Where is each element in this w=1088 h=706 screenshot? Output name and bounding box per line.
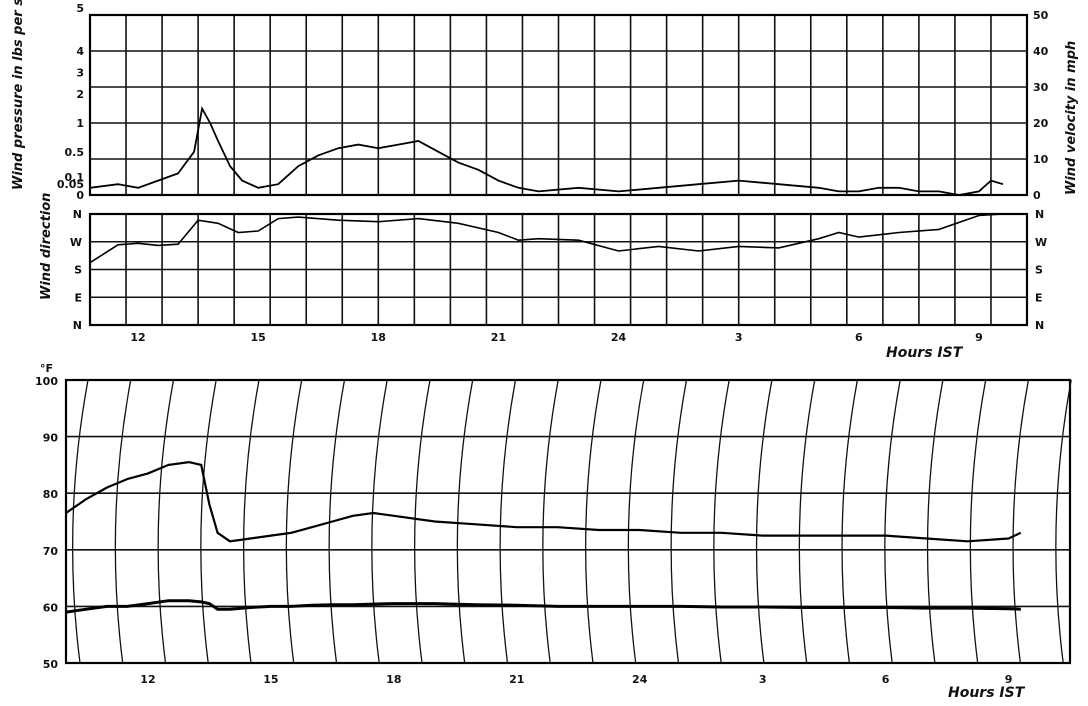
temperature-grid-arc	[200, 379, 217, 664]
velocity-tick: 10	[1033, 153, 1049, 166]
direction-tick-left: N	[73, 319, 82, 332]
temperature-grid-arc	[71, 379, 89, 664]
bottom-hours-label: Hours IST	[948, 685, 1026, 701]
temperature-tick: 70	[43, 545, 59, 558]
velocity-tick: 50	[1033, 9, 1049, 22]
top-hour-tick: 6	[855, 331, 863, 344]
temperature-grid-arc	[157, 379, 175, 664]
temperature-hour-tick: 9	[1005, 673, 1013, 686]
wind-direction-grid	[90, 214, 1027, 325]
temperature-grid-arc	[371, 379, 388, 664]
temperature-grid-arc	[969, 379, 987, 664]
top-hour-tick: 18	[371, 331, 386, 344]
temperature-grid-arc	[926, 379, 944, 664]
pressure-tick: 0	[76, 189, 84, 202]
temperature-grid-arc	[114, 379, 132, 664]
temperature-grid-arc	[413, 379, 431, 664]
direction-tick-left: W	[70, 236, 82, 249]
velocity-axis-label: Wind velocity in mph	[1064, 41, 1079, 195]
pressure-tick: 0.1	[65, 171, 85, 184]
temperature-hour-tick: 18	[386, 673, 401, 686]
temperature-grid-arc	[670, 379, 688, 664]
temperature-grid-arc	[841, 379, 859, 664]
temperature-tick-labels: 100 90 80 70 60 50	[35, 375, 58, 671]
wind-velocity-line	[89, 105, 1004, 196]
temperature-tick: 80	[43, 488, 59, 501]
temperature-line-lower	[65, 599, 1021, 614]
pressure-tick: 3	[76, 67, 84, 80]
top-hour-tick: 21	[491, 331, 506, 344]
pressure-tick: 1	[76, 117, 84, 130]
pressure-tick: 0.5	[65, 146, 85, 159]
direction-tick-left: N	[73, 208, 82, 221]
temperature-hour-tick: 12	[140, 673, 155, 686]
velocity-tick: 40	[1033, 45, 1049, 58]
direction-tick-right: S	[1035, 264, 1043, 277]
direction-tick-labels-left: N W S E N	[70, 208, 82, 332]
temperature-grid-arc	[285, 379, 303, 664]
pressure-tick: 5	[76, 2, 84, 15]
pressure-tick: 2	[76, 88, 84, 101]
pressure-axis-label-line1: Wind pressure in lbs per square foot	[11, 0, 26, 190]
direction-tick-left: E	[74, 291, 82, 304]
temperature-hour-tick-labels: 12 15 18 21 24 3 6 9	[140, 673, 1012, 686]
wind-pressure-grid	[90, 15, 1027, 195]
direction-tick-right: N	[1035, 319, 1044, 332]
temperature-frame	[64, 378, 1072, 665]
direction-tick-left: S	[74, 264, 82, 277]
top-hour-tick: 9	[975, 331, 983, 344]
velocity-tick: 30	[1033, 81, 1049, 94]
temperature-hour-tick: 3	[759, 673, 767, 686]
temperature-grid-arc	[499, 379, 517, 664]
top-hours-label: Hours IST	[886, 345, 964, 361]
temperature-grid-arc	[713, 379, 730, 664]
pressure-tick-labels: 5 4 3 2 1 0.5 0.10.050	[57, 2, 84, 202]
temperature-hour-tick: 21	[509, 673, 524, 686]
top-hour-tick: 12	[130, 331, 145, 344]
temperature-hour-tick: 24	[632, 673, 648, 686]
temperature-tick: 50	[43, 658, 59, 671]
temperature-tick: 90	[43, 432, 59, 445]
temperature-grid-arc	[456, 379, 474, 664]
wind-direction-line	[89, 213, 1004, 264]
velocity-tick: 0	[1033, 189, 1041, 202]
temperature-tick: 100	[35, 375, 58, 388]
temperature-grid	[66, 379, 1072, 664]
temperature-grid-arc	[242, 379, 260, 664]
temperature-grid-arc	[1055, 379, 1072, 664]
temperature-grid-arc	[1012, 379, 1030, 664]
temperature-panel: 100 90 80 70 60 50 12 15 18 21 24 3 6 9 °F Hours IST	[35, 362, 1072, 701]
top-hour-tick: 24	[611, 331, 627, 344]
direction-tick-labels-right: N W S E N	[1035, 208, 1047, 332]
direction-axis-label: Wind direction	[39, 193, 54, 300]
temperature-grid-arc	[884, 379, 901, 664]
pressure-tick: 0.05	[57, 178, 84, 191]
temperature-unit-label: °F	[40, 362, 53, 375]
temperature-hour-tick: 6	[882, 673, 890, 686]
pressure-tick: 4	[76, 45, 84, 58]
temperature-grid-arc	[798, 379, 816, 664]
velocity-tick-labels: 50 40 30 20 10 0	[1033, 9, 1049, 202]
temperature-grid-arc	[627, 379, 645, 664]
direction-tick-right: E	[1035, 291, 1043, 304]
direction-tick-right: W	[1035, 236, 1047, 249]
temperature-line-upper	[65, 460, 1022, 543]
temperature-grid-arc	[542, 379, 559, 664]
temperature-tick: 60	[43, 601, 59, 614]
top-hour-tick-labels: 12 15 18 21 24 3 6 9	[130, 331, 982, 344]
top-hour-tick: 3	[735, 331, 743, 344]
direction-tick-right: N	[1035, 208, 1044, 221]
wind-direction-panel: N W S E N N W S E N Wind direction 12 15 18 21 24 3 6 9…	[39, 193, 1047, 361]
velocity-tick: 20	[1033, 117, 1049, 130]
temperature-hour-tick: 15	[263, 673, 278, 686]
temperature-grid-arc	[755, 379, 773, 664]
top-hour-tick: 15	[251, 331, 266, 344]
temperature-grid-arc	[584, 379, 602, 664]
